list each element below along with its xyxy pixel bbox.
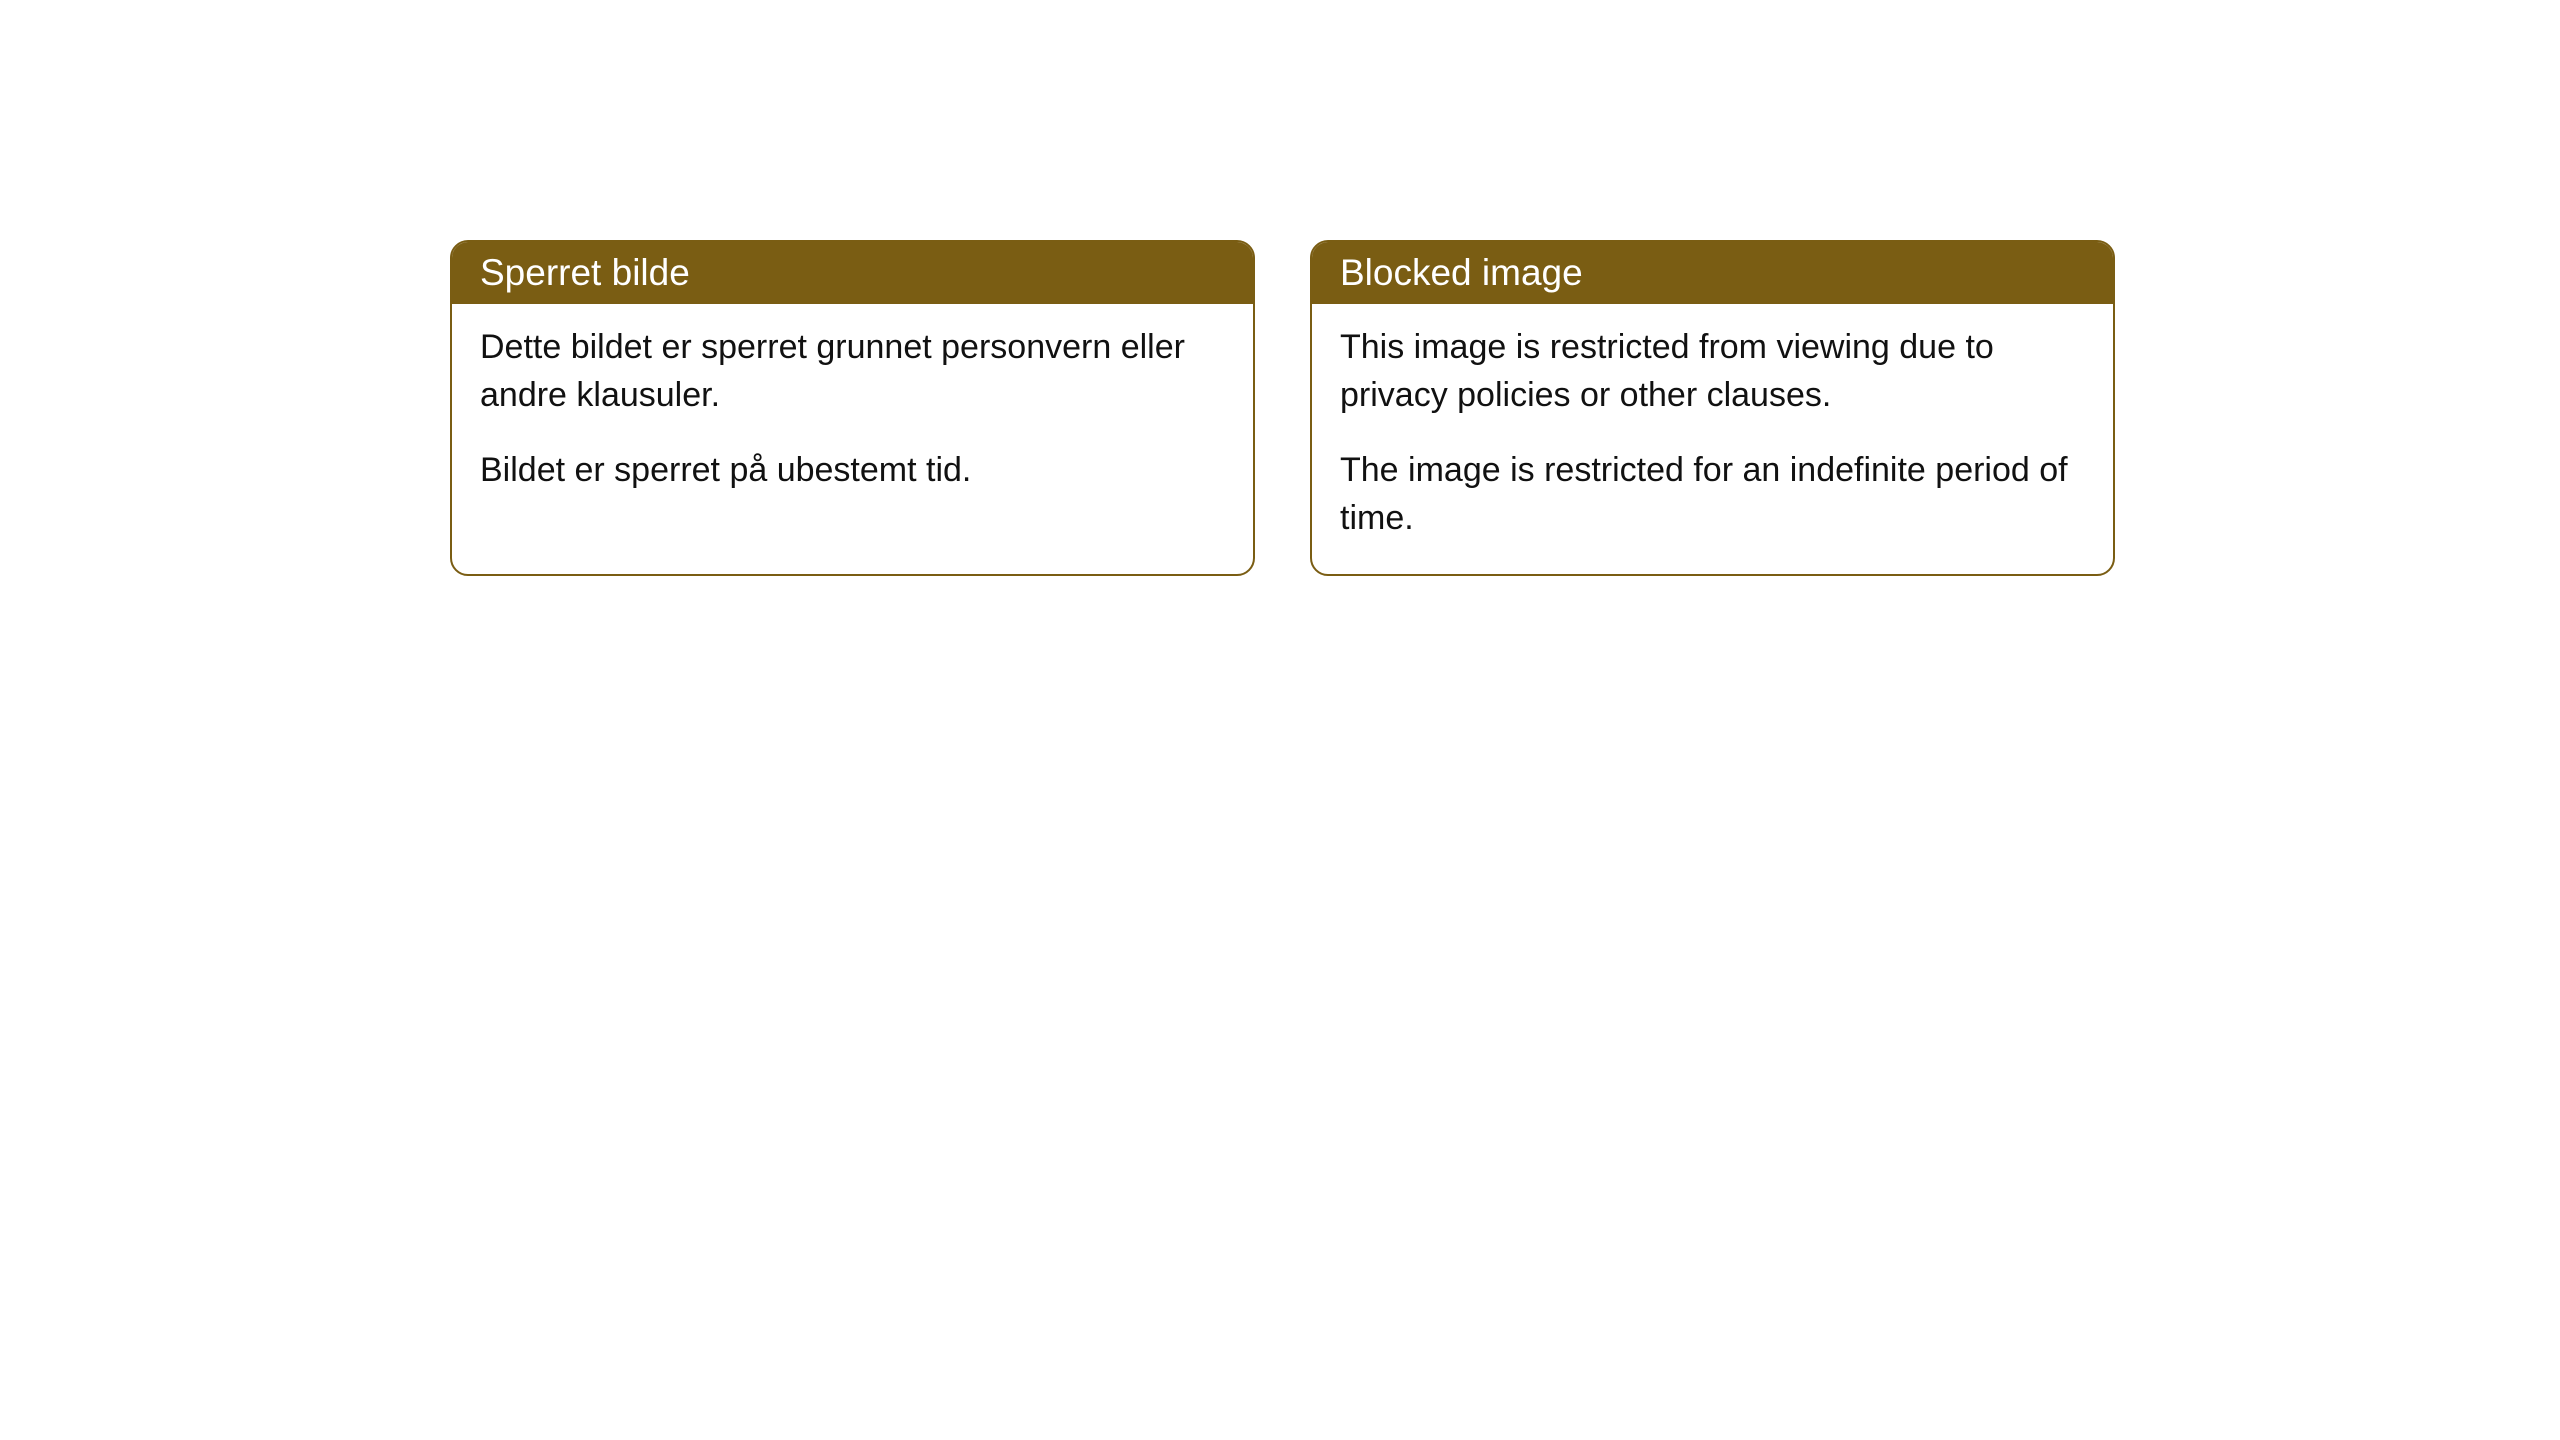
card-title: Blocked image <box>1340 252 1583 293</box>
card-paragraph: The image is restricted for an indefinit… <box>1340 447 2085 542</box>
blocked-image-card-no: Sperret bilde Dette bildet er sperret gr… <box>450 240 1255 576</box>
card-paragraph: Dette bildet er sperret grunnet personve… <box>480 324 1225 419</box>
card-paragraph: Bildet er sperret på ubestemt tid. <box>480 447 1225 495</box>
card-body: This image is restricted from viewing du… <box>1312 304 2113 574</box>
notice-container: Sperret bilde Dette bildet er sperret gr… <box>450 240 2115 576</box>
card-title: Sperret bilde <box>480 252 690 293</box>
card-header: Sperret bilde <box>452 242 1253 304</box>
blocked-image-card-en: Blocked image This image is restricted f… <box>1310 240 2115 576</box>
card-header: Blocked image <box>1312 242 2113 304</box>
card-body: Dette bildet er sperret grunnet personve… <box>452 304 1253 527</box>
card-paragraph: This image is restricted from viewing du… <box>1340 324 2085 419</box>
